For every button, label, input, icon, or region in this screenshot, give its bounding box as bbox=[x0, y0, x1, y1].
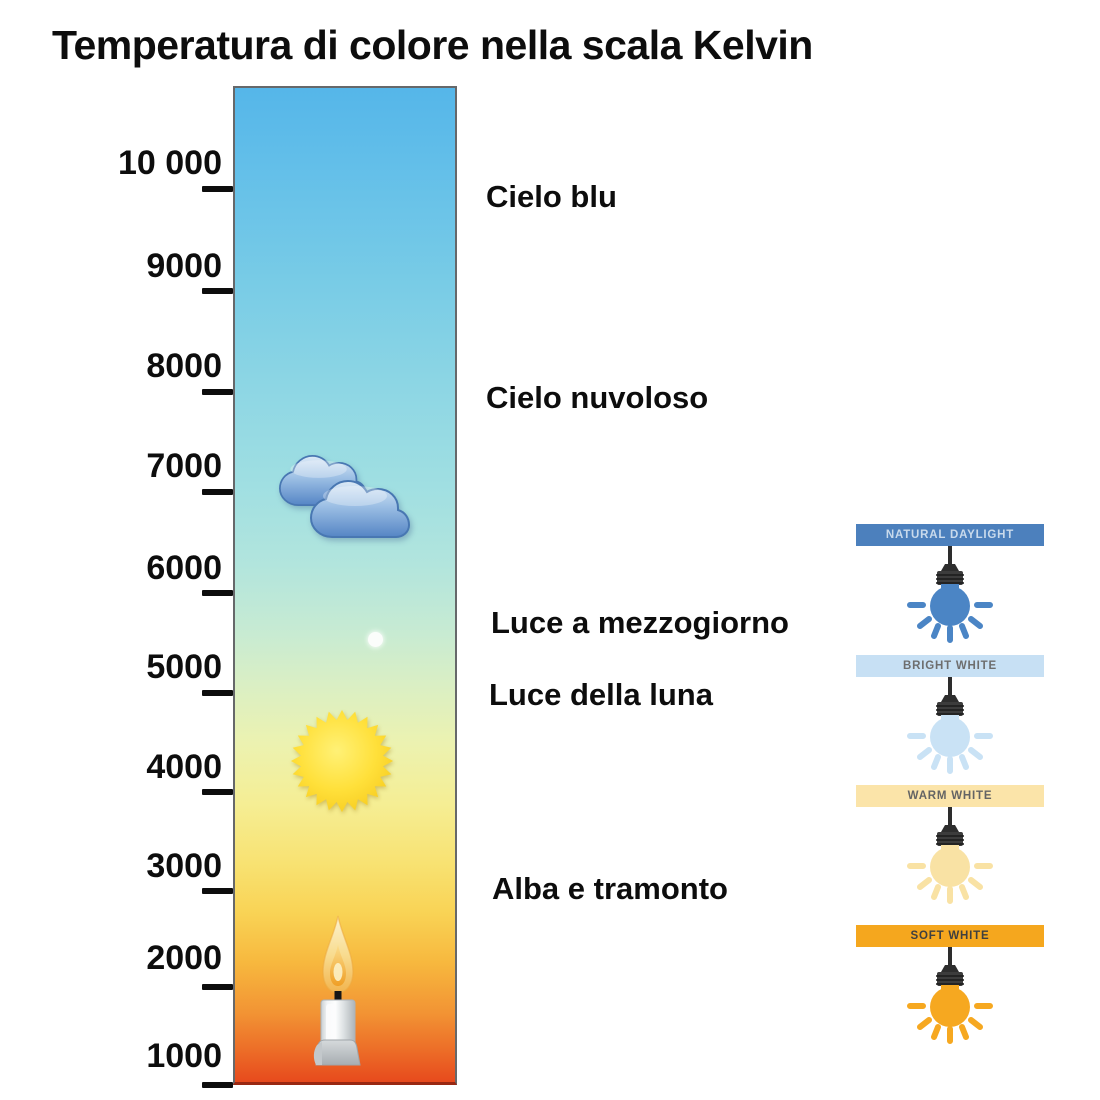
axis-label-3000: 3000 bbox=[146, 847, 222, 885]
axis-tick-5000 bbox=[202, 690, 233, 696]
panel-banner: WARM WHITE bbox=[856, 785, 1044, 807]
axis-tick-6000 bbox=[202, 590, 233, 596]
axis-label-2000: 2000 bbox=[146, 939, 222, 977]
panel-banner-label: WARM WHITE bbox=[907, 790, 993, 802]
panel-banner: NATURAL DAYLIGHT bbox=[856, 524, 1044, 546]
annotation-cielo-blu: Cielo blu bbox=[486, 179, 617, 214]
axis-tick-4000 bbox=[202, 789, 233, 795]
axis-tick-2000 bbox=[202, 984, 233, 990]
axis-tick-9000 bbox=[202, 288, 233, 294]
sun-icon bbox=[290, 709, 394, 813]
axis-label-7000: 7000 bbox=[146, 447, 222, 485]
panel-banner-label: SOFT WHITE bbox=[910, 930, 990, 942]
axis-tick-3000 bbox=[202, 888, 233, 894]
axis-label-9000: 9000 bbox=[146, 247, 222, 285]
axis-label-8000: 8000 bbox=[146, 347, 222, 385]
panel-soft-white: SOFT WHITE bbox=[856, 925, 1044, 1047]
annotation-luce-mezzogiorno: Luce a mezzogiorno bbox=[491, 605, 789, 640]
page-title: Temperatura di colore nella scala Kelvin bbox=[52, 22, 813, 68]
axis-label-4000: 4000 bbox=[146, 748, 222, 786]
kelvin-gradient-column bbox=[233, 86, 457, 1085]
moon-dot-icon bbox=[368, 632, 383, 647]
panel-bright-white: BRIGHT WHITE bbox=[856, 655, 1044, 777]
bulb-icon bbox=[907, 947, 993, 1044]
annotation-alba-tramonto: Alba e tramonto bbox=[492, 871, 728, 906]
axis-tick-8000 bbox=[202, 389, 233, 395]
bulb-icon bbox=[907, 807, 993, 904]
annotation-cielo-nuvoloso: Cielo nuvoloso bbox=[486, 380, 709, 415]
axis-label-10000: 10 000 bbox=[118, 144, 222, 182]
panel-banner-label: NATURAL DAYLIGHT bbox=[885, 529, 1015, 541]
axis-tick-1000 bbox=[202, 1082, 233, 1088]
cloud-icon bbox=[278, 454, 411, 538]
panel-natural-daylight: NATURAL DAYLIGHT bbox=[856, 524, 1044, 646]
candle-icon bbox=[313, 915, 361, 1066]
axis-tick-7000 bbox=[202, 489, 233, 495]
panel-banner: SOFT WHITE bbox=[856, 925, 1044, 947]
panel-banner: BRIGHT WHITE bbox=[856, 655, 1044, 677]
axis-label-1000: 1000 bbox=[146, 1037, 222, 1075]
axis-label-6000: 6000 bbox=[146, 549, 222, 587]
annotation-luce-luna: Luce della luna bbox=[489, 677, 713, 712]
panel-banner-label: BRIGHT WHITE bbox=[903, 660, 997, 672]
axis-label-5000: 5000 bbox=[146, 648, 222, 686]
axis-tick-10000 bbox=[202, 186, 233, 192]
bulb-icon bbox=[907, 546, 993, 643]
panel-warm-white: WARM WHITE bbox=[856, 785, 1044, 907]
bulb-icon bbox=[907, 677, 993, 774]
